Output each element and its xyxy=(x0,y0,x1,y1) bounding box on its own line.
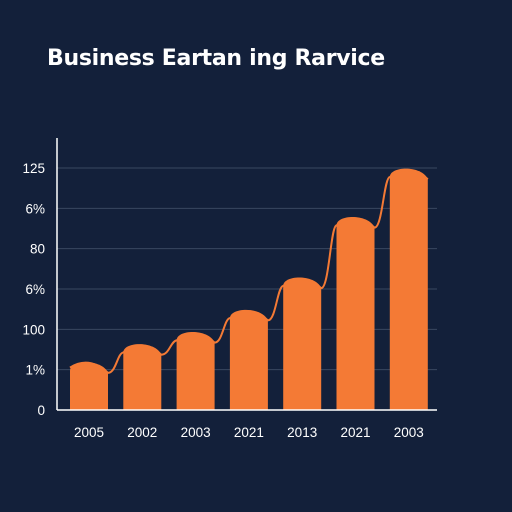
bars xyxy=(70,168,428,410)
x-tick-labels: 2005 2002 2003 2021 2013 2021 2003 xyxy=(74,425,424,440)
bar xyxy=(229,309,268,410)
y-tick-label: 0 xyxy=(37,403,45,418)
bar xyxy=(389,168,428,410)
y-tick-label: 6% xyxy=(25,201,45,216)
y-tick-label: 125 xyxy=(22,161,45,176)
axes xyxy=(56,138,437,411)
bar xyxy=(176,332,215,410)
x-tick-label: 2003 xyxy=(181,425,211,440)
x-tick-label: 2005 xyxy=(74,425,104,440)
trend-curve xyxy=(69,169,429,374)
x-tick-label: 2002 xyxy=(127,425,157,440)
y-tick-label: 100 xyxy=(22,322,45,337)
chart-title: Business Eartan ing Rarvice xyxy=(47,46,385,71)
y-tick-labels: 0 1% 100 6% 80 6% 125 xyxy=(22,161,45,418)
x-tick-label: 2003 xyxy=(394,425,424,440)
bar xyxy=(70,362,108,410)
y-tick-label: 80 xyxy=(30,242,45,257)
bar xyxy=(283,277,322,410)
bar xyxy=(123,344,162,410)
x-tick-label: 2021 xyxy=(340,425,370,440)
y-tick-label: 6% xyxy=(25,282,45,297)
x-tick-label: 2013 xyxy=(287,425,317,440)
trend-line xyxy=(69,169,429,374)
x-tick-label: 2021 xyxy=(234,425,264,440)
bar xyxy=(336,217,375,410)
y-tick-label: 1% xyxy=(25,363,45,378)
